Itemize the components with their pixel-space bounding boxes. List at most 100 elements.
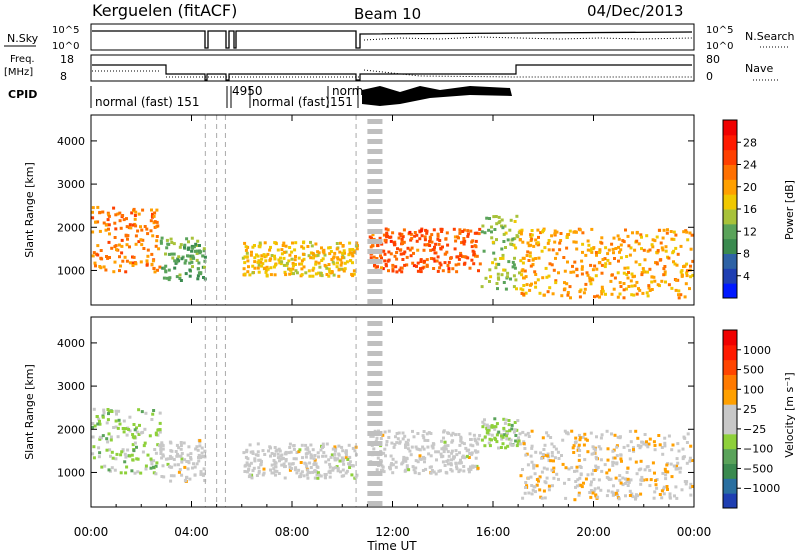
data-cell-velocity xyxy=(639,482,643,486)
data-cell-power xyxy=(188,261,192,265)
data-cell-power xyxy=(459,251,463,255)
data-cell-power xyxy=(595,253,598,257)
data-cell-power xyxy=(581,231,585,235)
data-cell-power xyxy=(159,241,163,245)
data-cell-velocity xyxy=(504,446,508,450)
data-cell-power xyxy=(382,233,386,237)
data-cell-velocity xyxy=(267,449,270,453)
data-cell-velocity xyxy=(529,454,533,458)
data-cell-velocity xyxy=(624,477,627,481)
data-cell-velocity xyxy=(338,459,342,463)
data-cell-velocity xyxy=(459,439,463,442)
data-cell-velocity xyxy=(647,442,651,446)
data-cell-velocity xyxy=(385,443,389,447)
data-cell-velocity xyxy=(681,447,685,451)
data-cell-power xyxy=(617,245,620,249)
data-cell-power xyxy=(536,228,540,232)
data-cell-power xyxy=(493,257,497,261)
data-cell-velocity xyxy=(115,412,118,416)
data-cell-power xyxy=(141,238,145,242)
data-cell-velocity xyxy=(107,432,111,436)
data-cell-velocity xyxy=(324,460,328,464)
data-cell-power xyxy=(521,288,525,292)
data-cell-velocity xyxy=(636,436,640,440)
data-cell-power xyxy=(266,267,270,271)
data-cell-power xyxy=(466,232,470,236)
data-cell-power xyxy=(291,261,295,265)
data-cell-velocity xyxy=(658,443,662,447)
data-cell-power xyxy=(558,241,562,245)
data-cell-power xyxy=(638,288,642,292)
data-cell-velocity xyxy=(371,434,375,438)
data-cell-velocity xyxy=(111,456,115,460)
data-cell-power xyxy=(616,271,620,275)
data-cell-power xyxy=(527,259,531,262)
data-cell-velocity xyxy=(462,442,466,446)
data-cell-power xyxy=(121,214,125,217)
xtick-label: 08:00 xyxy=(275,525,310,539)
data-cell-power xyxy=(107,240,111,244)
data-cell-power xyxy=(674,278,678,282)
data-cell-velocity xyxy=(174,450,178,453)
data-cell-power xyxy=(425,229,429,233)
data-cell-power xyxy=(256,254,260,258)
data-cell-velocity xyxy=(270,452,274,455)
data-cell-power xyxy=(488,268,492,272)
data-cell-power xyxy=(635,231,639,235)
sounding-band-stripe xyxy=(367,169,383,174)
data-cell-velocity xyxy=(411,465,415,469)
data-cell-velocity xyxy=(152,465,155,469)
data-cell-velocity xyxy=(159,443,163,447)
data-cell-power xyxy=(672,260,675,264)
data-cell-power xyxy=(264,254,268,258)
data-cell-power xyxy=(345,260,349,264)
data-cell-velocity xyxy=(634,460,638,464)
data-cell-velocity xyxy=(686,432,690,436)
data-cell-velocity xyxy=(646,465,650,469)
data-cell-velocity xyxy=(424,467,428,471)
data-cell-velocity xyxy=(590,452,594,456)
data-cell-velocity xyxy=(287,451,291,455)
time-axis: 00:00 04:00 08:00 12:00 16:00 20:00 00:00 xyxy=(74,115,711,539)
data-cell-velocity xyxy=(678,470,682,474)
data-cell-power xyxy=(436,255,440,259)
data-cell-velocity xyxy=(628,429,632,433)
data-cell-power xyxy=(578,228,582,232)
data-cell-power xyxy=(165,246,169,250)
data-cell-power xyxy=(272,265,276,269)
data-cell-power xyxy=(125,243,129,247)
data-cell-velocity xyxy=(253,459,257,463)
data-cell-velocity xyxy=(319,448,323,452)
sounding-band-stripe xyxy=(367,229,383,234)
data-cell-velocity xyxy=(200,451,204,455)
data-cell-power xyxy=(126,237,129,241)
data-cell-power xyxy=(159,239,163,243)
data-cell-velocity xyxy=(382,470,386,474)
data-cell-velocity xyxy=(308,471,312,475)
cpid-strip: CPID normal (fast) 151 4950 normal (fast… xyxy=(8,84,512,109)
data-cell-velocity xyxy=(339,470,342,474)
data-cell-power xyxy=(273,257,277,261)
data-cell-velocity xyxy=(616,493,619,497)
data-cell-power xyxy=(455,270,459,274)
data-cell-power xyxy=(118,255,121,259)
data-cell-power xyxy=(674,233,678,237)
data-cell-power xyxy=(634,260,638,264)
data-cell-power xyxy=(188,268,192,272)
data-cell-velocity xyxy=(132,449,136,452)
data-cell-velocity xyxy=(603,463,607,467)
data-cell-velocity xyxy=(471,444,475,448)
data-cell-velocity xyxy=(621,476,625,480)
data-cell-power xyxy=(337,274,341,278)
data-cell-velocity xyxy=(148,434,152,438)
data-cell-velocity xyxy=(405,466,409,470)
data-cell-velocity xyxy=(435,458,438,462)
data-cell-power xyxy=(290,257,294,261)
data-cell-power xyxy=(312,266,316,270)
data-cell-velocity xyxy=(303,461,307,465)
colorbar-swatch xyxy=(723,448,737,464)
data-cell-velocity xyxy=(521,496,525,500)
data-cell-velocity xyxy=(653,448,657,452)
data-cell-power xyxy=(257,270,261,274)
data-cell-velocity xyxy=(299,472,303,476)
